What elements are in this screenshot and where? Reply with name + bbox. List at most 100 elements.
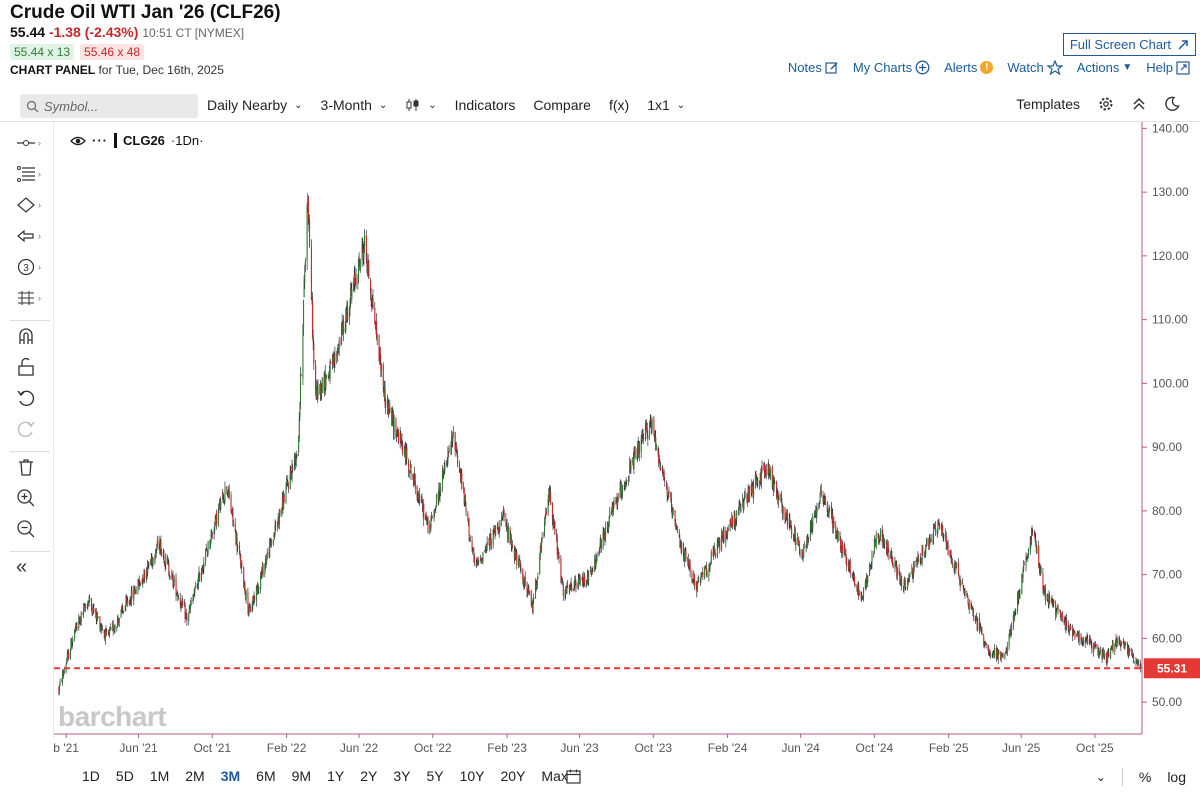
range-button-5y[interactable]: 5Y [426,768,444,784]
range-button-10y[interactable]: 10Y [459,768,485,784]
candle-body [863,587,865,597]
candle-body [163,554,165,564]
candle-body [743,501,745,510]
symbol-search-input[interactable]: Symbol... [20,94,198,118]
dark-mode-icon[interactable] [1164,96,1180,112]
chart-type-dropdown[interactable]: ⌄ [405,97,437,113]
zoom-in-tool[interactable] [16,487,52,509]
candle-body [416,486,418,498]
annotation-tool[interactable]: 3 › [16,256,52,278]
candle-body [566,584,569,587]
range-button-5d[interactable]: 5D [115,768,134,784]
candle-body [978,617,981,633]
more-options-icon[interactable]: ··· [92,133,108,148]
candle-body [485,548,487,552]
function-button[interactable]: f(x) [608,97,630,113]
chevron-right-icon: › [38,200,41,210]
candlestick-chart[interactable]: 50.00 60.00 70.00 80.00 90.00 100.00 110.00 120… [54,122,1200,762]
range-button-6m[interactable]: 6M [256,768,276,784]
candle-body [1019,593,1021,597]
candle-body [277,516,279,523]
range-button-2m[interactable]: 2M [185,768,205,784]
range-button-9m[interactable]: 9M [291,768,312,784]
watch-link[interactable]: Watch [1007,60,1063,75]
candle-body [190,604,192,609]
range-button-max[interactable]: Max [541,768,568,784]
candle-body [283,494,285,502]
layout-dropdown[interactable]: 1x1 ⌄ [647,97,685,113]
candle-body [393,419,395,433]
chevron-right-icon: › [38,169,41,179]
indicators-button[interactable]: Indicators [454,97,516,113]
percent-scale-toggle[interactable]: % [1138,769,1152,785]
help-link[interactable]: Help [1146,60,1190,75]
full-screen-chart-button[interactable]: Full Screen Chart [1062,33,1196,56]
range-button-20y[interactable]: 20Y [500,768,526,784]
shape-tool[interactable]: › [16,194,52,216]
range-button-3m[interactable]: 3M [220,768,241,784]
actions-menu[interactable]: Actions ▼ [1077,60,1133,75]
candle-body [384,387,386,406]
candle-body [315,389,317,400]
redo-tool[interactable] [16,418,52,440]
range-button-1m[interactable]: 1M [149,768,170,784]
range-button-1d[interactable]: 1D [82,768,100,784]
range-button-2y[interactable]: 2Y [360,768,378,784]
candle-body [675,525,677,530]
delete-tool[interactable] [16,456,52,478]
candle-body [687,560,689,561]
candle-body [565,589,567,595]
candle-body [675,523,677,527]
eye-icon[interactable] [70,135,86,147]
compare-button[interactable]: Compare [533,97,591,113]
candle-body [747,489,749,498]
period-dropdown[interactable]: 3-Month ⌄ [321,97,388,113]
fib-tool[interactable]: › [16,163,52,185]
arrow-tool[interactable]: › [16,225,52,247]
undo-tool[interactable] [16,387,52,409]
candle-body [1064,618,1066,630]
candle-body [692,580,694,582]
chevron-down-icon[interactable]: ⌄ [1095,770,1106,784]
range-button-1y[interactable]: 1Y [327,768,345,784]
candle-body [917,555,920,557]
candle-body [655,445,657,451]
log-scale-toggle[interactable]: log [1167,769,1186,785]
templates-button[interactable]: Templates [1016,96,1080,112]
price-chart[interactable]: 50.00 60.00 70.00 80.00 90.00 100.00 110.00 120… [54,122,1200,762]
notes-link[interactable]: Notes [788,60,839,75]
candle-body [537,575,539,579]
collapse-sidebar-button[interactable]: « [16,556,52,578]
line-tool[interactable]: › [16,132,52,154]
price-change: -1.38 (-2.43%) [48,24,139,40]
candle-body [520,569,522,570]
candle-body [663,472,665,476]
candle-body [266,556,268,563]
layout-label: 1x1 [647,97,670,113]
candle-body [573,586,575,590]
zoom-in-icon [17,489,35,507]
lock-tool[interactable] [16,356,52,378]
candle-body [164,562,166,565]
candle-body [197,584,199,588]
alerts-link[interactable]: Alerts ! [944,60,994,75]
magnet-tool[interactable] [16,325,52,347]
candle-body [1049,596,1051,603]
last-price-label: 55.31 [1157,661,1187,675]
zoom-out-tool[interactable] [16,518,52,540]
candle-body [1027,549,1030,557]
candle-body [367,261,369,269]
calendar-icon[interactable] [566,769,581,784]
range-button-3y[interactable]: 3Y [393,768,411,784]
daily-nearby-dropdown[interactable]: Daily Nearby ⌄ [207,97,303,113]
measure-tool[interactable]: › [16,287,52,309]
candle-body [1026,556,1028,559]
candle-body [249,606,251,608]
gear-icon[interactable] [1098,96,1114,112]
collapse-up-icon[interactable] [1132,96,1146,112]
my-charts-link[interactable]: My Charts [853,60,930,75]
candle-body [930,539,932,542]
candle-body [1029,541,1031,552]
candle-body [560,557,562,579]
candle-body [1120,645,1122,647]
